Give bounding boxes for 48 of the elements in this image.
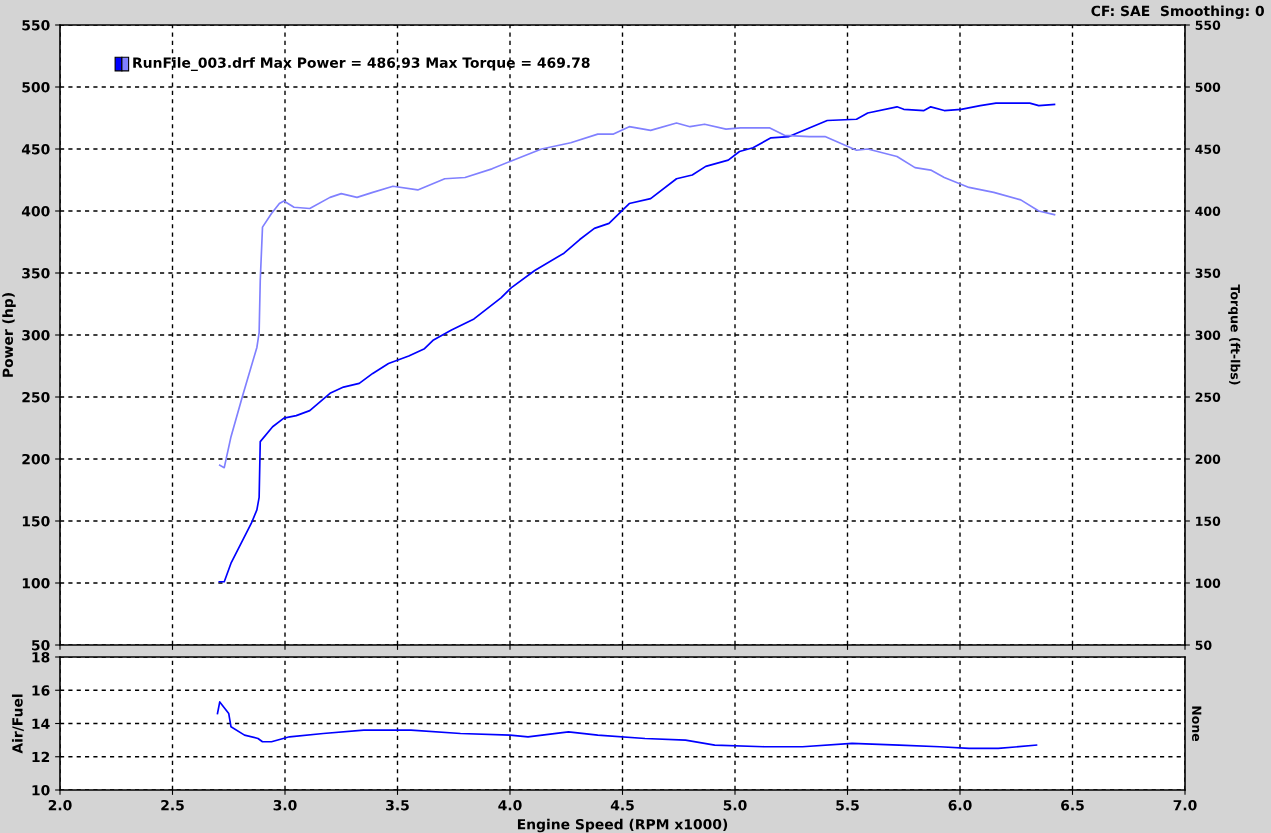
y-tick-label: 14 — [32, 718, 50, 729]
y-tick-label: 550 — [22, 19, 50, 31]
y-tick-label: 300 — [22, 329, 50, 341]
y-tick-label: 12 — [32, 751, 50, 763]
line-series — [216, 701, 1038, 750]
y-axis-title: Air/Fuel — [11, 694, 24, 754]
y2-tick-label: 500 — [1195, 82, 1221, 92]
x-tick-label: 2.0 — [48, 799, 72, 811]
x-tick-label: 5.0 — [723, 799, 747, 811]
line-series — [218, 122, 1056, 469]
y2-tick-label: 150 — [1196, 516, 1221, 526]
y-tick-label: 350 — [22, 267, 50, 279]
y-tick-label: 16 — [32, 685, 50, 696]
x-tick-label: 5.5 — [836, 800, 859, 811]
text: CF: SAE Smoothing: 0 — [1091, 5, 1264, 19]
y2-axis-title: None — [1191, 706, 1202, 742]
y2-tick-label: 400 — [1195, 206, 1221, 216]
y-tick-label: 400 — [21, 205, 50, 217]
y2-tick-label: 200 — [1195, 454, 1221, 464]
y-tick-label: 450 — [21, 143, 50, 155]
y-axis-title: Power (hp) — [2, 293, 16, 377]
y2-tick-label: 100 — [1196, 578, 1221, 588]
y2-tick-label: 450 — [1195, 144, 1221, 154]
y2-tick-label: 50 — [1195, 640, 1212, 650]
y-tick-label: 100 — [22, 577, 50, 589]
y-tick-label: 18 — [32, 651, 50, 663]
x-tick-label: 6.5 — [1061, 799, 1084, 811]
annotation: RunFile_003.drf Max Power = 486.93 Max Torque = 469.78 — [133, 57, 590, 71]
y-tick-label: 10 — [32, 784, 50, 796]
y2-tick-label: 300 — [1195, 330, 1221, 340]
x-tick-label: 3.5 — [386, 799, 409, 811]
y2-tick-label: 550 — [1195, 20, 1221, 30]
y2-tick-label: 250 — [1195, 392, 1221, 402]
y2-tick-label: 350 — [1195, 268, 1221, 278]
x-tick-label: 4.5 — [610, 800, 634, 811]
x-tick-label: 3.0 — [273, 799, 297, 811]
line-series — [218, 102, 1056, 583]
y2-axis-title: Torque (ft-lbs) — [1228, 284, 1241, 385]
x-axis-title: Engine Speed (RPM x1000) — [517, 818, 728, 833]
y-tick-label: 250 — [22, 391, 50, 403]
y-tick-label: 150 — [22, 515, 50, 527]
x-tick-label: 6.0 — [948, 799, 972, 811]
y-tick-label: 50 — [32, 639, 50, 651]
x-tick-label: 4.0 — [498, 799, 522, 811]
x-tick-label: 2.5 — [161, 799, 184, 811]
y-tick-label: 200 — [22, 453, 50, 465]
y-tick-label: 500 — [22, 81, 50, 93]
x-tick-label: 7.0 — [1173, 799, 1197, 811]
